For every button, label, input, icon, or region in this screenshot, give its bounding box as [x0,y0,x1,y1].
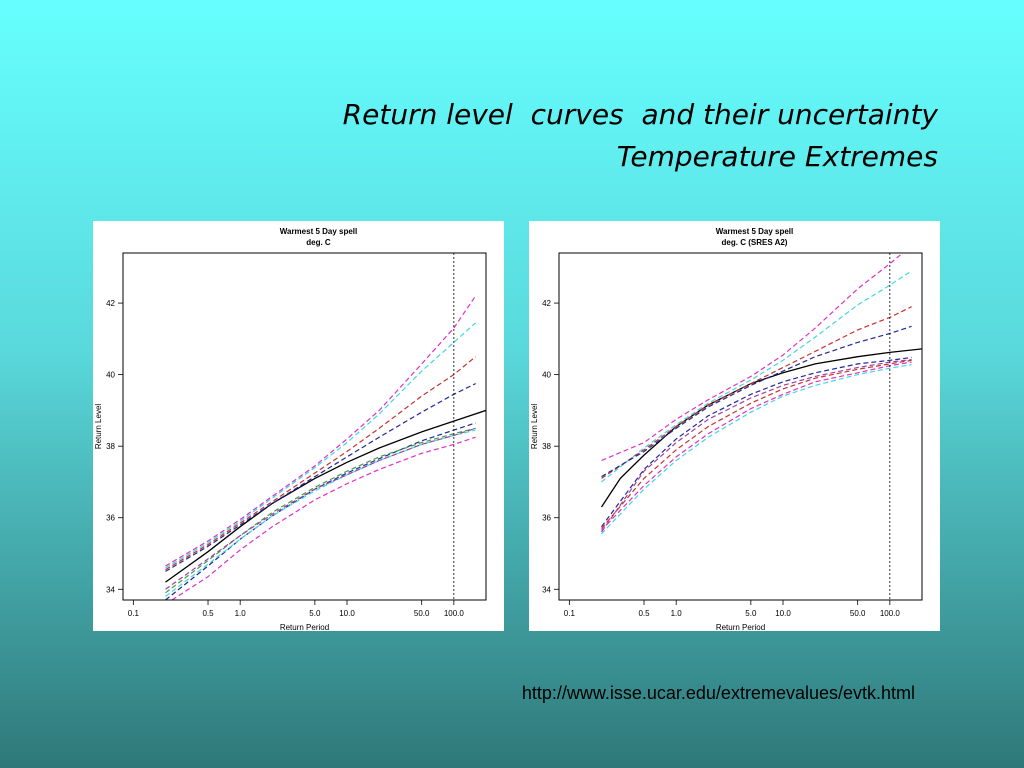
chart-subtitle: deg. C (SRES A2) [722,238,788,247]
series-line-bound-9 [601,364,912,535]
y-tick-label: 42 [542,299,551,308]
series-line-bound-8 [601,361,912,531]
series-line-bound-3 [165,356,476,571]
series-group [165,295,486,600]
x-tick-label: 10.0 [339,609,355,618]
chart-panel-left: Warmest 5 Day spell deg. C 0.1 0.5 1.0 5.0 10.… [93,221,504,631]
return-level-chart-left: Warmest 5 Day spell deg. C 0.1 0.5 1.0 5.0 10.… [94,227,487,631]
x-axis-label: Return Period [716,623,765,631]
x-tick-label: 0.1 [564,609,576,618]
return-level-chart-right: Warmest 5 Day spell deg. C (SRES A2) 0.1 0.… [530,227,923,631]
plot-frame [558,252,923,601]
y-tick-label: 42 [106,299,115,308]
series-line-bound-1 [165,295,477,567]
series-line-bound-3 [601,306,912,479]
x-tick-label: 0.5 [638,609,650,618]
x-tick-label: 50.0 [414,609,430,618]
plot-frame [122,252,487,601]
slide-title-line-1: Return level curves and their uncertaint… [342,98,938,131]
slide-title-line-2: Temperature Extremes [616,140,938,173]
y-tick-label: 34 [542,585,551,594]
y-tick-label: 34 [106,585,115,594]
series-line-bound-4 [165,383,476,572]
series-line-bound-5 [601,356,912,528]
y-axis-label: Return Level [530,404,539,450]
x-tick-label: 50.0 [850,609,866,618]
y-tick-label: 40 [542,371,551,380]
slide-title: Return level curves and their uncertaint… [343,94,938,178]
series-line-estimate [600,348,922,508]
series-line-bound-7 [165,429,476,597]
series-line-bound-2 [601,270,912,483]
series-line-bound-4 [601,325,912,478]
x-tick-label: 5.0 [745,609,757,618]
chart-title: Warmest 5 Day spell [280,227,358,236]
series-line-bound-2 [165,322,477,569]
series-group [600,253,922,535]
series-line-bound-1 [601,253,904,462]
series-line-bound-6 [165,427,476,594]
x-tick-label: 100.0 [444,609,465,618]
y-tick-label: 36 [542,514,551,523]
chart-panel-right: Warmest 5 Day spell deg. C (SRES A2) 0.1 0.… [529,221,940,631]
chart-title: Warmest 5 Day spell [716,227,794,236]
series-line-bound-9 [171,436,476,600]
series-line-estimate [165,409,486,583]
chart-subtitle: deg. C [306,238,331,247]
series-line-bound-8 [165,427,476,590]
y-tick-label: 40 [106,371,115,380]
x-tick-label: 10.0 [775,609,791,618]
y-tick-label: 38 [106,442,115,451]
y-axis-label: Return Level [94,404,103,450]
y-tick-label: 38 [542,442,551,451]
x-tick-label: 0.5 [202,609,214,618]
x-tick-label: 5.0 [309,609,321,618]
x-tick-label: 100.0 [880,609,901,618]
y-tick-label: 36 [106,514,115,523]
source-url: http://www.isse.ucar.edu/extremevalues/e… [521,683,915,703]
x-tick-label: 1.0 [235,609,247,618]
x-tick-label: 1.0 [671,609,683,618]
x-tick-label: 0.1 [128,609,140,618]
series-line-bound-6 [601,359,912,533]
x-axis-label: Return Period [280,623,329,631]
series-line-bound-5 [165,422,476,600]
